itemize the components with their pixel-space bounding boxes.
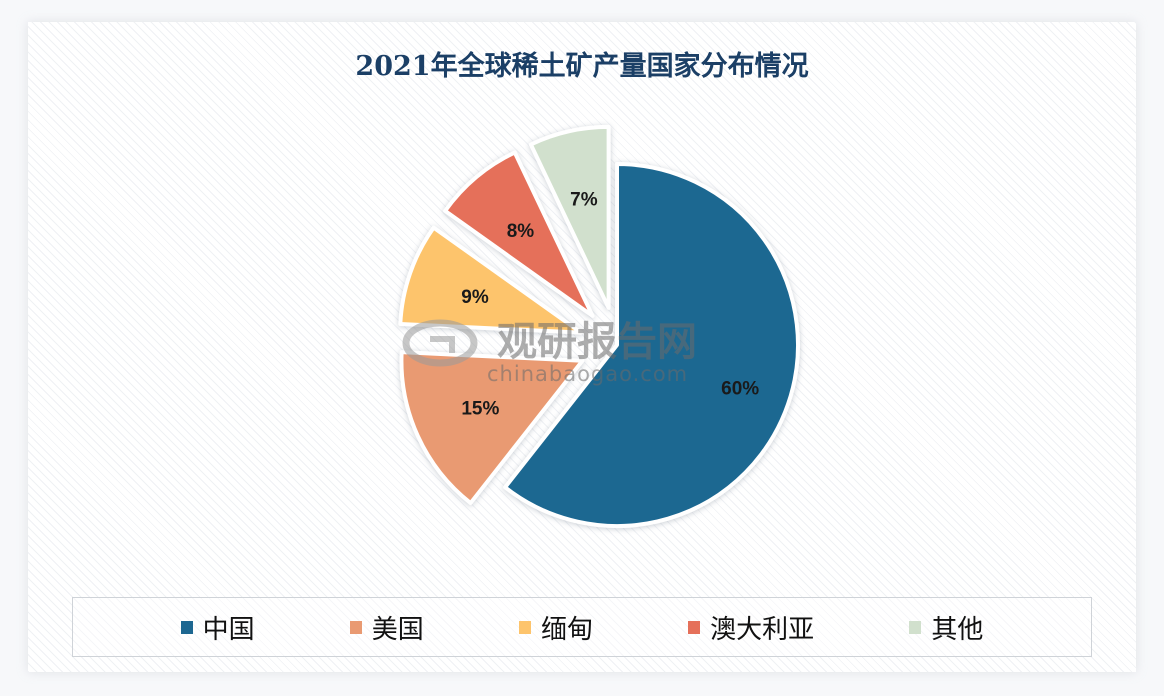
watermark-name: 观研报告网 [497,319,697,365]
legend-item-usa: 美国 [349,609,424,646]
watermark: 观研报告网 chinabaogao.com [402,319,697,386]
legend-label-australia: 澳大利亚 [710,613,815,644]
legend-swatch-usa [349,620,362,634]
legend-swatch-myanmar [518,620,531,634]
legend-item-china: 中国 [180,609,255,646]
legend-item-australia: 澳大利亚 [688,609,814,646]
pie-slice-china [503,162,800,528]
watermark-url: chinabaogao.com [487,362,688,386]
legend-label-usa: 美国 [371,613,424,644]
legend-item-myanmar: 缅甸 [518,609,593,646]
legend-label-myanmar: 缅甸 [540,613,593,644]
pie-slice-myanmar [398,225,584,335]
chart-title: 2021年全球稀土矿产量国家分布情况 [355,51,809,82]
data-label-australia: 8% [507,221,535,242]
watermark-logo-icon [402,319,478,367]
legend-item-other: 其他 [909,609,983,646]
pie-slice-other [528,124,611,310]
data-label-myanmar: 9% [461,287,489,308]
legend-swatch-australia [688,620,701,634]
pie-slice-australia [443,150,595,318]
pie-slice-usa [399,350,585,506]
data-label-china: 60% [721,379,759,400]
chart-legend: 中国 美国 缅甸 澳大利亚 其他 [72,597,1092,657]
data-label-other: 7% [570,189,598,210]
legend-label-other: 其他 [931,613,984,644]
legend-swatch-china [180,620,193,634]
legend-label-china: 中国 [202,613,255,644]
data-label-usa: 15% [461,398,499,419]
legend-swatch-other [909,620,922,634]
